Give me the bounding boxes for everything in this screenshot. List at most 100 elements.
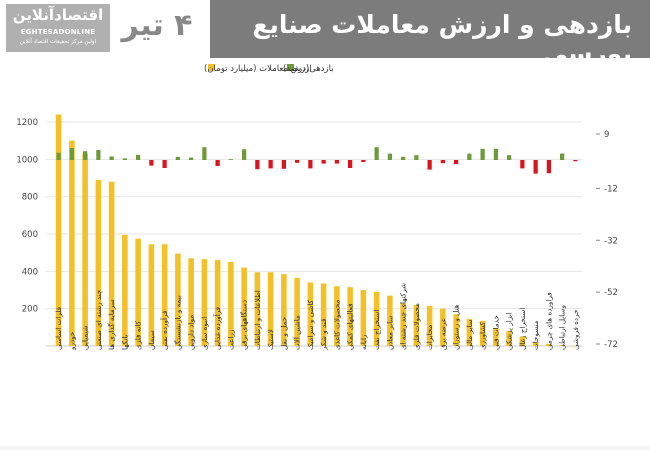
left-tick-label: 800 [22,193,38,203]
return-bar [361,160,366,162]
right-tick-label: -52 [604,288,618,298]
category-label: زراعت [226,329,235,350]
return-bar [149,160,154,166]
value-bar [453,314,459,346]
legend-swatch-value [208,64,215,71]
return-bar [228,159,233,160]
value-bar [294,277,300,346]
return-bar [520,160,525,169]
return-bar [69,148,74,160]
value-bar [559,345,565,346]
category-label: شیمیایی [81,325,90,350]
value-bar [82,153,88,346]
return-bar [440,160,445,164]
category-label: سیمان [147,330,156,350]
left-tick-label: 600 [22,230,38,240]
value-bar [546,343,552,346]
category-label: مخابرات [425,324,434,350]
return-bar [507,155,512,160]
category-label: سایر معادن [385,316,394,350]
value-bar [307,282,314,346]
category-label: کاشی و سرامیک [306,299,315,350]
value-bar [334,286,340,346]
category-label: چند رشته ای صنعتی [94,290,103,350]
value-bar [413,304,420,346]
brand-logo: اقتصادآنلاین EGHTESADONLINE اولین مرکز ت… [6,4,110,52]
category-label: حمل و نقل [279,317,288,350]
value-bar [360,290,367,346]
left-axis: 1200 1000 800 600 400 200 [16,118,38,315]
return-bar [96,150,101,160]
category-label: فراورده های چرمی [544,292,553,350]
return-bar [189,157,194,160]
logo-subtitle: اولین مرکز تحقیقات اقتصاد آنلاین [19,39,97,45]
left-tick-label: 1200 [16,118,38,128]
legend-label-value: ارزش معاملات (میلیارد تومان) [204,64,312,74]
return-bar [175,156,180,160]
value-bar [466,318,473,346]
return-bar [242,149,247,160]
header: اقتصادآنلاین EGHTESADONLINE اولین مرکز ت… [0,0,650,68]
left-tick-label: 1000 [16,155,38,165]
value-bar [175,253,181,346]
value-bar [532,342,539,346]
return-bar [374,147,379,160]
left-tick-label: 400 [22,267,38,277]
return-bar [401,156,406,160]
value-bar [493,328,499,346]
value-bar [320,283,327,346]
return-bar [255,160,260,170]
return-bar [348,160,353,168]
category-label: لاستیک [266,329,275,350]
value-bar [108,181,115,346]
legend: بازدهی(درصد)ارزش معاملات (میلیارد تومان) [204,64,334,74]
right-tick-label: 9 [604,130,609,140]
category-label: فعالیتهای کمکی [346,303,355,350]
category-label: محصولات کاغذی [332,299,341,350]
value-bar [440,308,446,346]
return-bars [56,147,578,174]
value-bar [572,345,579,347]
value-bar [148,244,155,346]
category-label: استخراج نفت [372,310,381,350]
value-bar [506,331,512,346]
value-bar [347,287,353,346]
return-bar [321,160,326,164]
category-label: وسایل ارتباطی [558,305,567,350]
return-bar [467,153,472,160]
chart-area: بازدهی(درصد) ارزش معاملات (میلیارد تومان)… [0,58,650,446]
category-label: هتل و رستوران [452,304,461,350]
grid [46,121,582,347]
title-band: بازدهی و ارزش معاملات صنایع بورسی [210,0,650,68]
value-bar [122,234,128,346]
return-bar [427,160,432,170]
chart-svg: بازدهی(درصد)ارزش معاملات (میلیارد تومان)… [16,64,618,351]
left-tick-label: 200 [22,305,38,315]
category-label: فرآورده نفتی [159,311,169,350]
return-bar [215,160,220,166]
category-label: بانکها [120,334,129,350]
return-bar [414,155,419,160]
value-bars [55,114,579,347]
category-label: عرضه برق [438,318,447,350]
value-bar [281,274,287,346]
return-bar [109,156,114,160]
return-bar [281,160,286,169]
category-label: مواد دارویی [187,315,196,350]
return-bar [162,160,167,168]
value-bar [95,179,102,346]
category-label: شرکتهای چند رشته ای [399,283,408,350]
category-label: محصولات فلزی [412,303,421,350]
return-bar [480,148,485,160]
category-label: سایر مالی [465,319,474,350]
return-bar [136,154,141,160]
value-bar [373,291,380,346]
category-label: استخراج زغال [518,308,527,350]
category-label: خدمات فنی [491,315,500,350]
logo-english-text: EGHTESADONLINE [20,28,96,36]
return-bar [454,160,459,164]
value-bar [254,272,261,346]
value-bar [161,244,168,346]
page-title: بازدهی و ارزش معاملات صنایع بورسی [252,10,632,68]
return-bar [493,148,498,160]
